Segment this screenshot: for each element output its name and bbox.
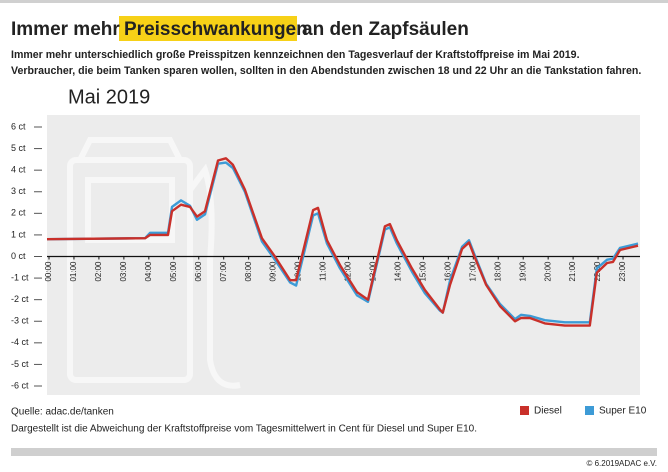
x-tick-label: 23:00 <box>618 261 627 282</box>
x-tick-label: 08:00 <box>244 261 253 282</box>
x-tick-label: 21:00 <box>568 261 577 282</box>
x-tick-label: 14:00 <box>394 261 403 282</box>
source: Quelle: adac.de/tanken <box>11 407 114 418</box>
x-tick-label: 02:00 <box>94 261 103 282</box>
title-highlight-box <box>119 16 297 41</box>
x-tick-label: 07:00 <box>219 261 228 282</box>
y-tick-label: -3 ct <box>11 316 29 326</box>
x-tick-label: 09:00 <box>269 261 278 282</box>
bottom-bar <box>11 448 657 456</box>
legend-label: Super E10 <box>599 406 647 417</box>
y-tick-label: 5 ct <box>11 143 26 153</box>
subtitle: Immer mehr unterschiedlich große Preissp… <box>11 49 580 61</box>
chart-title: Immer mehr Preisschwankungenan den Zapfsä… <box>11 19 469 40</box>
legend-swatch <box>520 406 529 415</box>
y-tick-label: 6 ct <box>11 121 26 131</box>
x-tick-label: 16:00 <box>443 261 452 282</box>
top-rule <box>0 0 668 3</box>
x-tick-label: 12:00 <box>344 261 353 282</box>
y-tick-label: -2 ct <box>11 294 29 304</box>
x-tick-label: 18:00 <box>493 261 502 282</box>
x-tick-label: 15:00 <box>418 261 427 282</box>
pump-illustration <box>67 137 241 389</box>
x-tick-label: 00:00 <box>44 261 53 282</box>
y-tick-label: -5 ct <box>11 359 29 369</box>
series-line <box>46 157 639 327</box>
x-tick-label: 05:00 <box>169 261 178 282</box>
x-tick-label: 03:00 <box>119 261 128 282</box>
x-tick-label: 04:00 <box>144 261 153 282</box>
y-tick-label: 3 ct <box>11 186 26 196</box>
y-tick-label: -6 ct <box>11 380 29 390</box>
legend-swatch <box>585 406 594 415</box>
x-tick-label: 17:00 <box>468 261 477 282</box>
x-tick-label: 13:00 <box>369 261 378 282</box>
x-tick-label: 11:00 <box>319 261 328 281</box>
x-tick-label: 20:00 <box>543 261 552 282</box>
y-tick-label: 4 ct <box>11 165 26 175</box>
x-tick-label: 01:00 <box>69 261 78 282</box>
copyright: © 6.2019ADAC e.V. <box>586 459 657 468</box>
y-tick-label: -4 ct <box>11 337 29 347</box>
legend-label: Diesel <box>534 406 562 417</box>
x-tick-label: 19:00 <box>518 261 527 282</box>
y-tick-label: 1 ct <box>11 229 26 239</box>
y-tick-label: 0 ct <box>11 251 26 261</box>
subtitle: Verbraucher, die beim Tanken sparen woll… <box>11 65 641 77</box>
chart-label: Mai 2019 <box>68 86 150 108</box>
y-tick-label: -1 ct <box>11 272 29 282</box>
x-tick-label: 06:00 <box>194 261 203 282</box>
note: Dargestellt ist die Abweichung der Kraft… <box>11 424 477 435</box>
y-tick-label: 2 ct <box>11 208 26 218</box>
